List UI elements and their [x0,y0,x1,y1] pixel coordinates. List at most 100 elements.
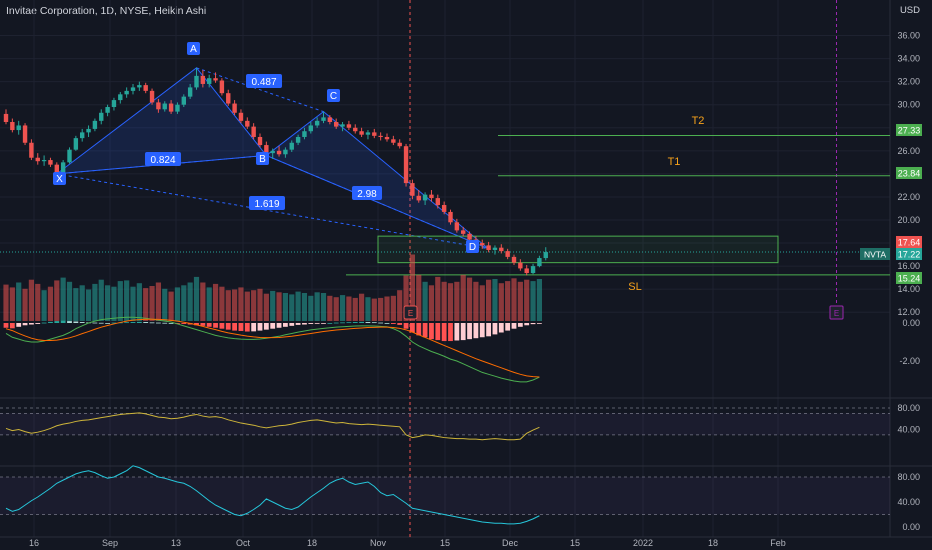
macd-histogram-bar [79,322,85,323]
volume-bar [289,294,295,321]
volume-bar [378,297,384,321]
macd-signal-line [5,318,540,378]
volume-bar [212,283,219,321]
volume-bar [143,288,149,321]
t1-price-badge: 23.84 [896,167,922,179]
candle-body [397,142,402,147]
macd-histogram-bar [289,323,295,326]
volume-bar [435,276,441,321]
macd-histogram-bar [524,323,530,326]
volume-bar [117,281,123,321]
macd-histogram-bar [486,323,491,337]
volume-bar [85,289,92,321]
candle-body [448,211,453,223]
volume-bar [409,254,415,321]
date-tick-label: Feb [770,538,786,548]
volume-bar [397,290,403,321]
volume-bar [308,295,314,321]
volume-bar [403,275,409,321]
volume-bar [276,292,282,321]
pattern-label-x[interactable]: X [53,172,66,185]
volume-bar [79,285,85,321]
candle-body [353,127,358,132]
volume-bar [60,277,66,321]
ratio-label-xb: 0.824 [145,152,181,166]
volume-bar [155,282,161,321]
volume-bar [517,281,523,321]
candle-body [118,94,123,101]
candle-body [537,258,542,267]
volume-bar [352,297,358,321]
macd-histogram-bar [276,323,282,328]
pattern-label-d[interactable]: D [466,240,479,253]
macd-histogram-bar [371,322,377,324]
volume-bar [505,281,511,321]
pattern-label-a[interactable]: A [187,42,200,55]
candle-body [524,268,529,274]
macd-histogram-bar [403,323,409,329]
date-tick-label: Oct [236,538,251,548]
target-levels [0,134,890,276]
volume-bar [206,287,212,321]
stoch-tick-label: 0.00 [902,522,920,532]
candle-body [111,100,117,108]
candle-body [264,145,269,154]
currency-label: USD [899,5,920,16]
candle-body [302,131,307,137]
macd-histogram-bar [327,323,333,324]
macd-histogram-bar [35,323,41,324]
last-high-badge: 17.64 [896,236,922,248]
ratio-bd-text: 2.98 [357,189,377,200]
candle-body [308,125,313,132]
macd-histogram-bar [314,323,320,324]
candle-body [410,183,415,196]
pattern-label-d-text: D [469,242,476,253]
pattern-label-c[interactable]: C [327,89,340,102]
macd-histogram-bar [136,321,142,323]
date-tick-label: Nov [370,538,387,548]
price-tick-label: 12.00 [897,307,920,317]
volume-bar [320,293,327,321]
rsi-band [0,413,890,435]
macd-histogram-bar [517,323,523,327]
date-tick-label: 15 [440,538,450,548]
candle-body [156,102,161,110]
t2-price-badge: 27.33 [896,124,922,136]
candle-body [270,150,275,154]
candle-body [257,136,263,146]
macd-histogram-bar [149,322,155,324]
candle-body [181,96,186,105]
volume-bar [270,290,276,321]
macd-histogram-bar [321,323,326,324]
candle-body [207,78,212,84]
candle-body [162,103,167,110]
candle-body [327,117,333,122]
last-high-badge-text: 17.64 [898,238,921,248]
candle-body [213,78,218,81]
volume-bar [339,295,346,321]
volume-bar [200,282,206,321]
candle-body [422,194,428,201]
candle-body [454,222,460,231]
volume-bar [257,288,263,321]
candle-body [226,93,231,104]
macd-histogram-bar [29,323,34,325]
volume-bar [238,287,244,321]
volume-bar [149,286,155,321]
macd-histogram-bar [60,320,66,323]
volume-bar [219,286,225,321]
sl-label: SL [628,281,641,293]
candle-body [461,230,466,234]
volume-bar [466,277,473,321]
volume-bar [22,288,28,321]
ratio-label-bd: 2.98 [352,186,382,200]
macd-histogram-bar [511,323,517,329]
candle-body [232,103,237,113]
pattern-label-b[interactable]: B [256,152,269,165]
candle-body [41,160,47,162]
earnings-marker[interactable]: E [403,305,418,320]
macd-histogram-bar [441,323,447,342]
volume-bar [47,286,54,321]
earnings-future-marker[interactable]: E [829,305,844,320]
